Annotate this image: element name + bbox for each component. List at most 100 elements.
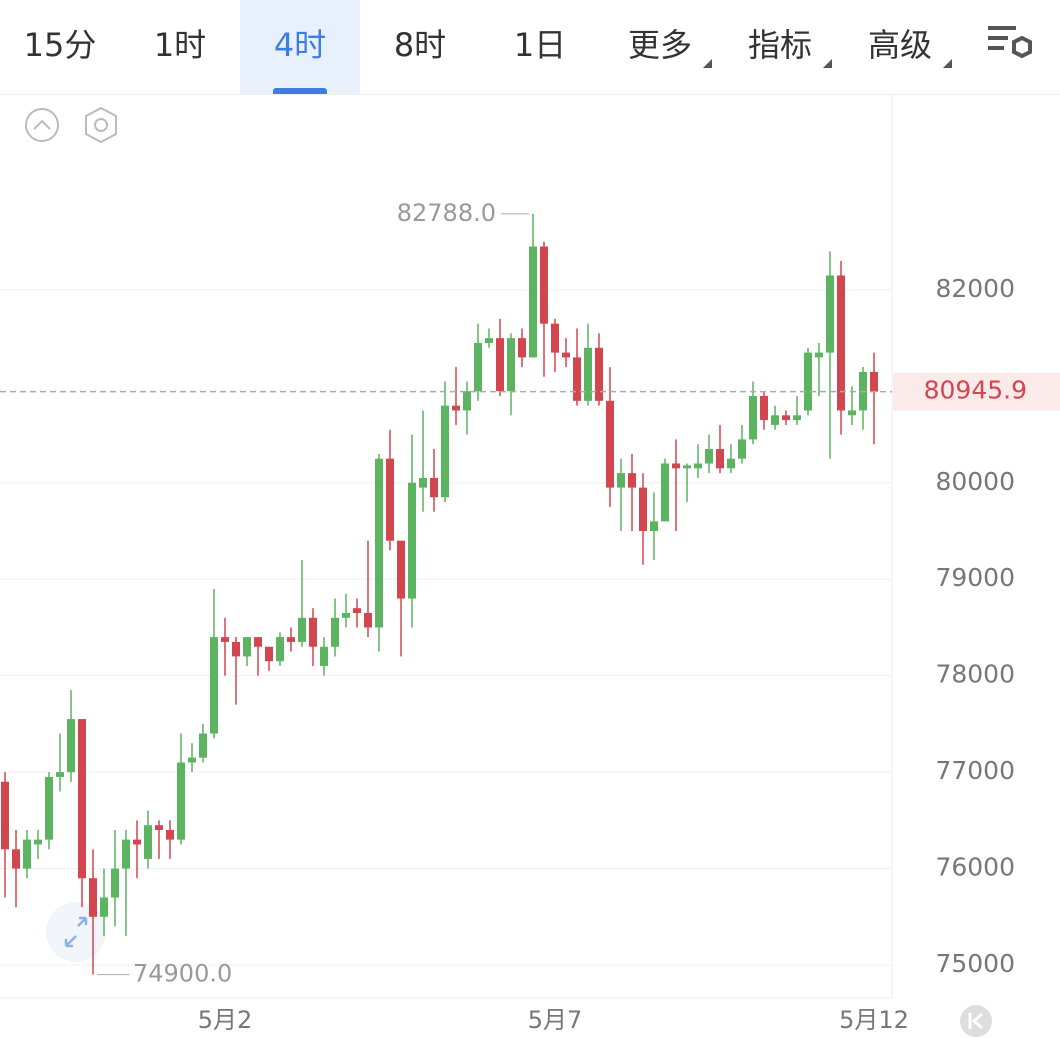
candle-body [111,868,119,898]
y-tick-label: 82000 [935,274,1015,303]
y-tick-label: 78000 [935,660,1015,689]
low-marker-label: 74900.0 [133,960,232,988]
candle-body [496,338,504,392]
candle-body [463,391,471,411]
candle-body [815,352,823,358]
candle-body [672,463,680,469]
candle-body [309,617,317,647]
candle-body [89,878,97,917]
candle-body [727,458,735,469]
candle-body [254,637,262,647]
candle-body [386,458,394,541]
candle-body [188,757,196,763]
tab[interactable]: 1日 [513,26,567,64]
candle-body [133,839,141,845]
candle-body [749,396,757,440]
candle-body [232,641,240,657]
candle-body [782,415,790,421]
candle-body [166,829,174,840]
candle-body [551,323,559,353]
candle-body [639,487,647,532]
tab-indicators[interactable]: 指标 [720,0,840,94]
candle-body [430,477,438,498]
candle-body [485,338,493,343]
chart-settings-button[interactable] [85,106,117,144]
high-marker-label: 82788.0 [397,199,496,227]
x-tick-label: 5月2 [198,1006,253,1034]
candle-body [606,400,614,488]
candle-body [342,612,350,618]
candle-body [441,405,449,498]
candle-body [12,849,20,869]
candle-body [56,772,64,777]
candle-body [518,338,526,358]
candle-body [100,897,108,917]
candle-body [683,465,691,469]
x-tick-label: 5月12 [839,1006,909,1034]
candle-body [661,463,669,522]
candle-body [408,482,416,599]
candle-body [375,458,383,628]
candle-body [738,439,746,459]
candle-body [364,612,372,628]
candle-body [804,352,812,411]
candle-body [419,477,427,488]
candle-body [243,637,251,657]
candle-body [507,338,515,392]
candle-body [540,246,548,324]
candle-body [573,357,581,401]
candle-body [144,825,152,859]
candle-body [122,839,130,869]
y-tick-label: 77000 [935,756,1015,785]
timeframe-tabs: 15分 1时 4时 8时 1日 更多 指标 高级 [0,0,1060,95]
candle-body [177,762,185,840]
last-price-label: 80945.9 [924,376,1027,405]
candle-body [848,410,856,416]
candle-body [793,415,801,421]
candle-body [837,275,845,411]
expand-button[interactable] [46,902,106,962]
last-price-box [893,372,1060,411]
y-tick-label: 80000 [935,467,1015,496]
candle-body [45,776,53,840]
tab[interactable]: 1时 [153,26,207,64]
y-tick-label: 76000 [935,853,1015,882]
candle-body [78,719,86,879]
candle-body [67,719,75,773]
candle-body [34,839,42,845]
candle-body [716,449,724,469]
candle-body [694,463,702,469]
candle-body [221,637,229,642]
settings-icon[interactable] [980,16,1040,76]
candle-body [23,839,31,869]
candle-body [276,637,284,662]
candle-body [529,246,537,358]
tab[interactable]: 15分 [23,26,97,64]
candle-body [617,473,625,488]
tab[interactable]: 8时 [393,26,447,64]
scroll-end-button[interactable] [960,1005,992,1037]
candle-body [760,396,768,421]
candle-body [265,646,273,662]
candle-body [650,521,658,532]
y-tick-label: 79000 [935,563,1015,592]
candle-body [331,617,339,647]
candle-body [452,405,460,411]
collapse-button[interactable] [25,108,59,142]
candle-body [397,540,405,599]
tab-active[interactable]: 4时 [240,0,360,94]
candle-body [584,347,592,401]
candle-body [155,825,163,830]
tab-more[interactable]: 更多 [600,0,720,94]
tab-advanced[interactable]: 高级 [840,0,960,94]
candle-body [210,637,218,734]
candle-body [474,342,482,392]
y-tick-label: 75000 [935,949,1015,978]
candle-body [771,415,779,425]
candle-body [298,617,306,642]
candle-body [199,733,207,758]
candle-body [287,637,295,642]
candle-body [562,352,570,358]
